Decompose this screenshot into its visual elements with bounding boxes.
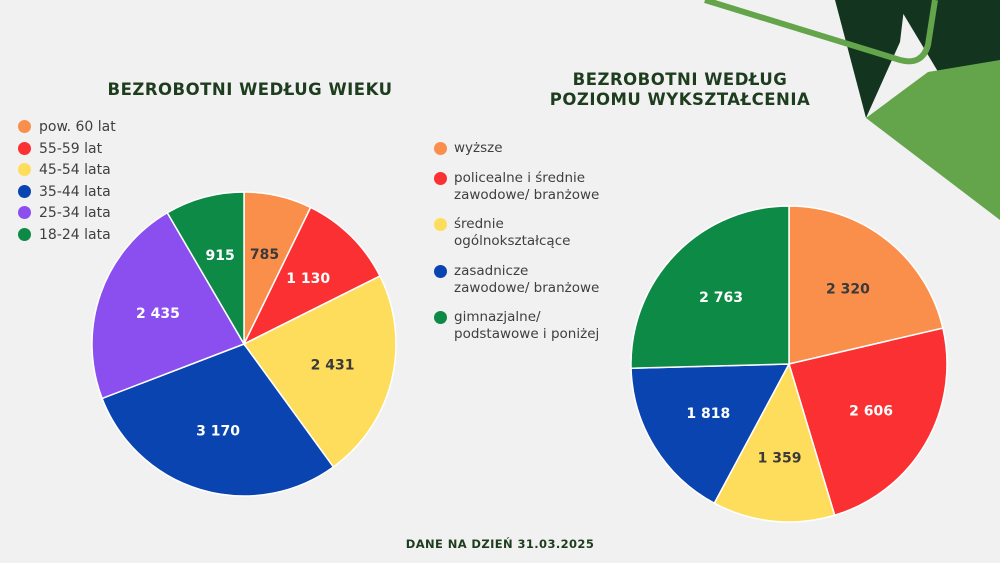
legend-dot-icon [434,264,447,278]
education-pie-slice [788,327,948,517]
light-green-triangle [866,60,1000,220]
legend-dot-icon [434,142,447,155]
education-pie-slice [630,205,790,370]
legend-dot-icon [434,171,447,185]
legend-label: 45-54 lata [39,162,111,179]
education-slice-value-label: 2 606 [849,403,893,419]
title-education-line-2: POZIOMU WYKSZTAŁCENIA [549,90,811,109]
age-slice-value-label: 915 [206,248,235,264]
legend-dot-icon [18,163,31,177]
legend-dot-icon [18,184,31,198]
legend-label: 55-59 lat [39,140,103,157]
education-slice-value-label: 1 359 [758,450,802,466]
data-date-footer: DANE NA DZIEŃ 31.03.2025 [405,537,595,551]
age-pie-slice [91,211,246,400]
age-legend-item: 55-59 lat [18,140,116,162]
age-slice-value-label: 2 435 [136,306,180,322]
age-legend-item: 18-24 lata [18,226,116,248]
legend-label: gimnazjalne/ podstawowe i poniżej [454,309,600,342]
title-education-line-1: BEZROBOTNI WEDŁUG [572,70,788,89]
age-legend-item: 25-34 lata [18,204,116,226]
legend-dot-icon [434,218,447,231]
age-legend-item: pow. 60 lat [18,118,116,140]
green-line-decoration [704,0,938,65]
education-legend-item: policealne i średnie zawodowe/ branżowe [434,170,674,204]
education-legend-item: gimnazjalne/ podstawowe i poniżej [434,309,674,343]
legend-dot-icon [18,227,31,241]
legend-dot-icon [434,311,447,324]
chart-title-education: BEZROBOTNI WEDŁUG POZIOMU WYKSZTAŁCENIA [470,70,890,110]
education-slice-value-label: 1 818 [686,406,730,422]
chart-title-age: BEZROBOTNI WEDŁUG WIEKU [107,80,393,99]
legend-dot-icon [18,141,31,155]
legend-label: średnie ogólnokształcące [454,216,571,249]
legend-label: 25-34 lata [39,205,111,222]
age-pie-slice [242,275,397,468]
legend-dot-icon [18,206,31,220]
age-pie-slice [166,191,245,347]
education-pie-slice [630,363,791,505]
age-slice-value-label: 2 431 [311,358,355,374]
legend-label: 18-24 lata [39,226,111,243]
age-pie-slice [101,343,335,497]
education-pie-slice [788,205,944,365]
legend-label: 35-44 lata [39,183,111,200]
education-legend-item: zasadnicze zawodowe/ branżowe [434,263,674,297]
dark-green-band [835,0,905,118]
age-legend-item: 35-44 lata [18,183,116,205]
age-legend-item: 45-54 lata [18,161,116,183]
education-slice-value-label: 2 320 [826,282,870,298]
education-legend-item: średnie ogólnokształcące [434,216,674,250]
legend-age: pow. 60 lat 55-59 lat 45-54 lata 35-44 lata… [18,118,116,248]
age-slice-value-label: 3 170 [196,423,240,439]
legend-label: zasadnicze zawodowe/ branżowe [454,262,600,296]
age-pie-slice [242,206,381,346]
age-slice-value-label: 1 130 [286,271,330,287]
legend-label: pow. 60 lat [39,119,116,135]
education-pie-slice [713,362,836,523]
legend-education: wyższe policealne i średnie zawodowe/ bra… [434,140,674,356]
education-legend-item: wyższe [434,140,674,157]
age-slice-value-label: 785 [250,247,279,263]
legend-label: wyższe [454,140,503,156]
legend-label: policealne i średnie zawodowe/ branżowe [454,169,600,203]
legend-dot-icon [18,120,31,133]
education-slice-value-label: 2 763 [699,290,743,306]
